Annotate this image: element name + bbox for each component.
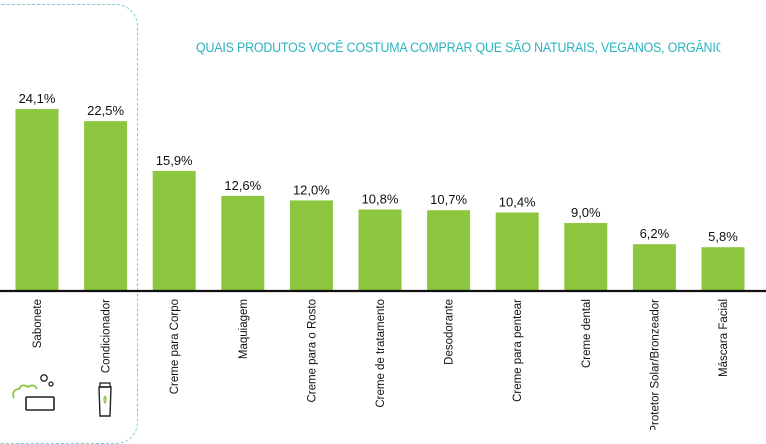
value-label-3: 15,9%	[156, 153, 193, 168]
value-label-10: 6,2%	[640, 226, 670, 241]
chart-title: QUAIS PRODUTOS VOCÊ COSTUMA COMPRAR QUE …	[196, 40, 720, 55]
bar-2	[84, 121, 128, 291]
category-label-3: Creme para Corpo	[169, 299, 181, 394]
category-label-7: Desodorante	[444, 299, 456, 365]
bar-9	[564, 223, 608, 291]
bar-11	[701, 247, 745, 291]
category-label-11: Máscara Facial	[718, 299, 730, 377]
value-label-1: 24,1%	[19, 91, 56, 106]
value-label-5: 12,0%	[293, 182, 330, 197]
category-label-4: Maquiagem	[238, 299, 250, 359]
category-label-8: Creme para pentear	[512, 299, 524, 402]
bar-10	[632, 244, 676, 291]
bar-5	[289, 200, 333, 291]
bar-8	[495, 212, 539, 291]
bar-chart: 24,1% 22,5% 15,9% 12,6% 12,0% 10,8% 10,7% 10,4%…	[0, 91, 766, 430]
value-label-2: 22,5%	[87, 103, 124, 118]
bar-7	[427, 210, 471, 291]
value-label-4: 12,6%	[224, 178, 261, 193]
soap-icon	[12, 374, 55, 411]
bar-6	[358, 209, 402, 291]
conditioner-bottle-icon	[98, 382, 112, 417]
category-label-1: Sabonete	[32, 299, 44, 348]
category-label-6: Creme de tratamento	[375, 299, 387, 408]
value-label-9: 9,0%	[571, 205, 601, 220]
value-label-11: 5,8%	[708, 229, 738, 244]
value-label-8: 10,4%	[499, 194, 536, 209]
bar-1	[15, 109, 59, 291]
category-label-2: Condicionador	[101, 299, 113, 373]
bar-4	[221, 195, 265, 291]
value-label-6: 10,8%	[362, 191, 399, 206]
category-label-9: Creme dental	[581, 299, 593, 368]
category-label-5: Creme para o Rosto	[306, 299, 318, 403]
category-label-10: Protetor Solar/Bronzeador	[649, 299, 661, 430]
value-label-7: 10,7%	[430, 192, 467, 207]
bar-3	[152, 170, 196, 291]
